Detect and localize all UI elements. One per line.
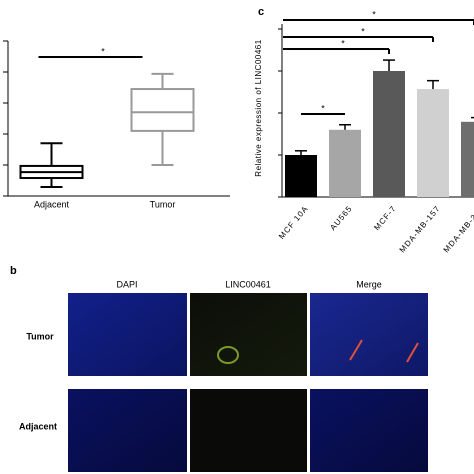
x-tick-label: Adjacent bbox=[34, 199, 70, 209]
y-axis-label: Relative expression of LINC00461 bbox=[254, 39, 263, 176]
box bbox=[130, 88, 195, 132]
image-dapi bbox=[68, 389, 187, 472]
image-merge bbox=[310, 293, 428, 376]
bar bbox=[417, 89, 449, 197]
bar bbox=[373, 71, 405, 197]
significance-label: * bbox=[361, 26, 365, 36]
x-tick-label: MCF-7 bbox=[372, 204, 398, 232]
significance-label: * bbox=[341, 38, 345, 48]
bar bbox=[329, 129, 361, 197]
image-detail bbox=[217, 346, 239, 364]
arrow bbox=[349, 339, 363, 361]
significance-label: * bbox=[321, 103, 325, 113]
significance-label: * bbox=[101, 46, 105, 56]
arrow bbox=[406, 342, 419, 363]
column-label: Merge bbox=[356, 279, 382, 289]
panel-label: b bbox=[10, 265, 17, 277]
panel-label: c bbox=[258, 6, 264, 18]
row-label: Tumor bbox=[26, 331, 54, 341]
x-tick-label: MDA-MB-231 bbox=[442, 204, 474, 255]
x-tick-label: Tumor bbox=[150, 199, 176, 209]
x-tick-label: AU565 bbox=[328, 204, 354, 232]
image-dapi bbox=[68, 293, 187, 376]
row-label: Adjacent bbox=[19, 421, 57, 431]
image-linc bbox=[190, 389, 307, 472]
x-tick-label: MCF 10A bbox=[277, 204, 310, 241]
image-linc bbox=[190, 293, 307, 376]
column-label: LINC00461 bbox=[225, 279, 271, 289]
column-label: DAPI bbox=[116, 279, 137, 289]
x-tick-label: MDA-MB-157 bbox=[398, 204, 442, 255]
significance-label: * bbox=[372, 9, 376, 19]
bar bbox=[285, 155, 317, 197]
bar bbox=[461, 121, 474, 197]
image-merge bbox=[310, 389, 428, 472]
